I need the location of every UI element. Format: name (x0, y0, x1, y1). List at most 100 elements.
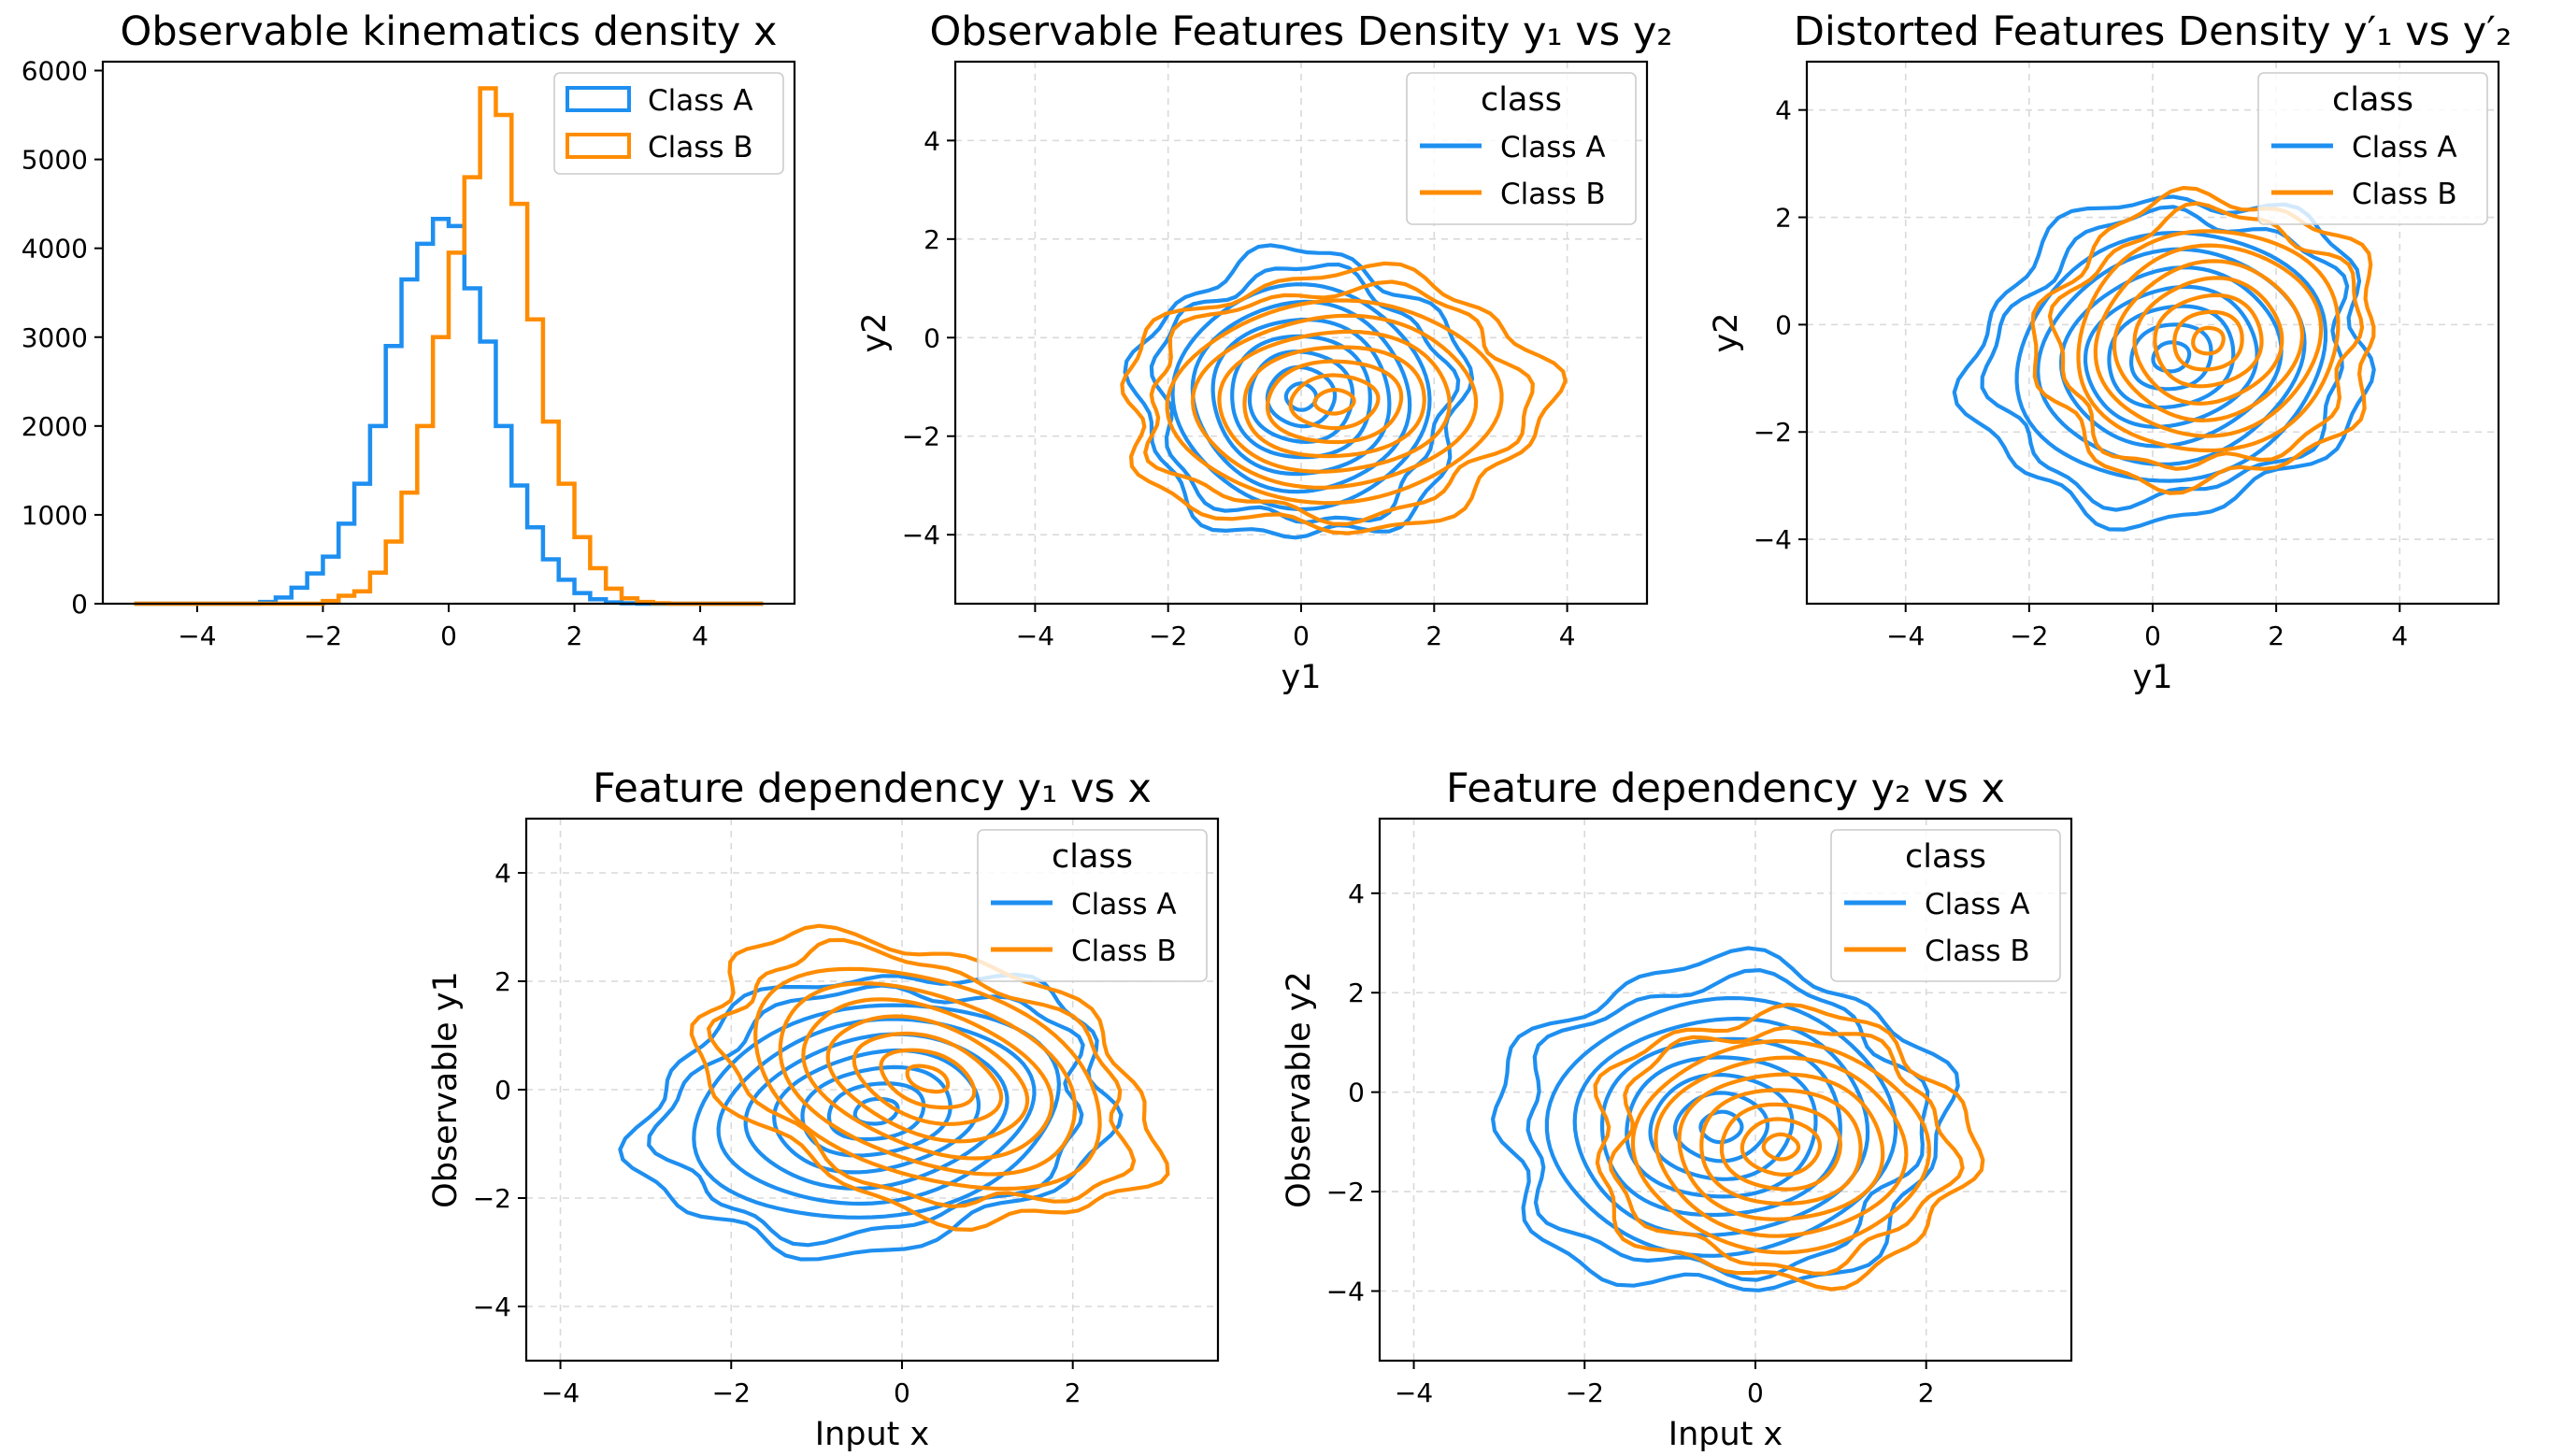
contour-line (1544, 995, 1898, 1258)
x-tick-label: 0 (1747, 1377, 1764, 1408)
y-tick-label: 4 (1348, 878, 1365, 909)
y-axis-label: Observable y1 (427, 971, 465, 1208)
y-tick-label: −2 (473, 1183, 511, 1214)
chart-title: Distorted Features Density y′₁ vs y′₂ (1794, 8, 2512, 55)
legend-box (2257, 72, 2488, 225)
contour-line (1217, 329, 1452, 474)
y-tick-label: −4 (473, 1292, 511, 1322)
x-tick-label: 4 (1559, 621, 1576, 651)
axes-frame (953, 60, 1649, 606)
legend: Class A Class B (553, 72, 784, 175)
contour-line (1719, 1102, 1843, 1192)
y-tick-label: 4 (924, 125, 940, 156)
legend-title: class (2332, 81, 2413, 119)
x-tick-label: 2 (566, 621, 583, 651)
x-tick-label: 0 (1293, 621, 1310, 651)
contour-line (1165, 298, 1504, 506)
y-axis-label: Observable y2 (1281, 971, 1318, 1208)
contour-line (1654, 1055, 1909, 1238)
chart-panel-4: −4 −2 0 2 −4 −2 0 2 4 Input x Observable y1 Feature… (427, 765, 1220, 1453)
legend-label: Class B (1925, 935, 2030, 968)
contour-line (1242, 345, 1426, 459)
x-tick-label: −4 (1886, 621, 1925, 651)
contour-line (2047, 201, 2365, 471)
chart-panel-1: −4 −2 0 2 4 0 1000 2000 3000 4000 5000 6000 Observab… (21, 8, 796, 651)
contour-line (2107, 304, 2236, 410)
contour-line (1677, 1072, 1885, 1221)
legend-label: Class B (648, 131, 753, 164)
contour-line (1283, 381, 1319, 412)
legend-label: Class A (1925, 888, 2030, 921)
legend: class Class A Class B (2257, 72, 2488, 225)
contour-line (772, 1048, 981, 1175)
x-axis-label: Input x (815, 1416, 929, 1453)
y-tick-label: 2 (924, 224, 940, 255)
contour-series-class-b (1593, 1002, 1985, 1292)
contour-line (1630, 1038, 1932, 1255)
contour-line (1980, 205, 2350, 512)
y-tick-label: −4 (902, 520, 940, 550)
y-tick-label: −2 (1326, 1177, 1365, 1207)
contour-line (1608, 1025, 1965, 1276)
x-tick-label: 0 (440, 621, 457, 651)
contour-line (1265, 359, 1404, 445)
axes-frame (101, 60, 796, 606)
y-tick-label: 0 (494, 1075, 511, 1106)
contour-line (2030, 185, 2376, 495)
y-tick-label: −2 (902, 421, 940, 452)
y-tick-label: 4000 (21, 234, 88, 264)
contour-line (692, 1003, 1062, 1220)
x-tick-label: 4 (692, 621, 709, 651)
contour-line (753, 966, 1102, 1192)
x-tick-label: −4 (1395, 1377, 1433, 1408)
y-tick-label: 0 (71, 589, 88, 620)
y-tick-label: 3000 (21, 322, 88, 353)
chart-panel-5: −4 −2 0 2 −4 −2 0 2 4 Input x Observable y2 Feature… (1281, 765, 2073, 1453)
chart-title: Feature dependency y₁ vs x (593, 765, 1152, 812)
y-tick-label: 0 (1348, 1078, 1365, 1108)
chart-title: Observable kinematics density x (121, 8, 778, 55)
x-axis-label: Input x (1668, 1416, 1783, 1453)
chart-title: Observable Features Density y₁ vs y₂ (929, 8, 1672, 55)
y-tick-label: 2000 (21, 411, 88, 442)
legend-label: Class A (1071, 888, 1177, 921)
legend-swatch-class-a (566, 86, 631, 112)
contour-series-class-a (1490, 946, 1960, 1292)
contour-line (1190, 313, 1479, 490)
contour-line (1572, 1016, 1870, 1237)
legend-swatch-class-b (566, 133, 631, 159)
chart-panel-2: −4 −2 0 2 4 −4 −2 0 2 4 y1 y2 Observable Features De… (856, 8, 1673, 696)
contour-line (2076, 229, 2341, 453)
contour-line (1230, 334, 1372, 460)
contour-line (1288, 373, 1381, 431)
contour-line (2153, 293, 2264, 389)
legend-title: class (1905, 838, 1986, 876)
legend: class Class A Class B (1406, 72, 1637, 225)
y-tick-label: 2 (494, 966, 511, 997)
contour-series-class-b (1120, 261, 1568, 535)
x-tick-label: 2 (1065, 1377, 1081, 1408)
y-tick-label: 6000 (21, 56, 88, 87)
y-tick-label: 1000 (21, 500, 88, 531)
contour-line (905, 1063, 951, 1094)
y-tick-label: −4 (1326, 1277, 1365, 1307)
legend-label: Class A (1500, 131, 1606, 164)
legend-box (1830, 829, 2061, 982)
contour-line (826, 1081, 926, 1142)
contour-line (1761, 1132, 1801, 1162)
contour-line (1210, 317, 1392, 477)
y-tick-label: 4 (1775, 95, 1792, 126)
x-tick-label: 0 (894, 1377, 910, 1408)
y-tick-label: 4 (494, 858, 511, 889)
y-tick-label: −4 (1754, 524, 1792, 555)
contour-line (1625, 1055, 1818, 1199)
contour-series-class-b (2030, 185, 2376, 495)
x-tick-label: −4 (1016, 621, 1054, 651)
contour-line (2093, 243, 2324, 438)
chart-title: Feature dependency y₂ vs x (1446, 765, 2005, 812)
legend-title: class (1481, 81, 1562, 119)
chart-panel-3: −4 −2 0 2 4 −4 −2 0 2 4 y1 y2 Distorted Features Den… (1708, 8, 2512, 696)
contour-line (1740, 1117, 1823, 1177)
y-tick-label: −2 (1754, 417, 1792, 448)
